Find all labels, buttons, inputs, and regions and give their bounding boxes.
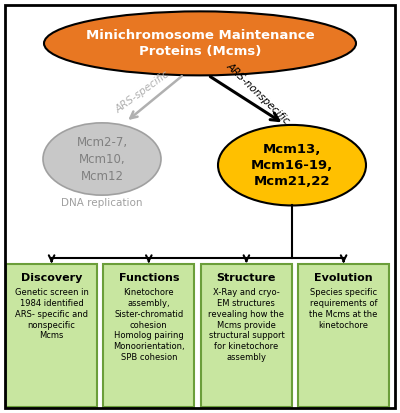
Text: Structure: Structure bbox=[217, 273, 276, 283]
FancyBboxPatch shape bbox=[298, 264, 389, 407]
Ellipse shape bbox=[218, 125, 366, 206]
FancyBboxPatch shape bbox=[201, 264, 292, 407]
Text: Minichromosome Maintenance
Proteins (Mcms): Minichromosome Maintenance Proteins (Mcm… bbox=[86, 29, 314, 58]
Text: ARS-nonspecific: ARS-nonspecific bbox=[224, 61, 292, 126]
Ellipse shape bbox=[43, 123, 161, 195]
Ellipse shape bbox=[44, 11, 356, 75]
FancyBboxPatch shape bbox=[6, 264, 97, 407]
Text: DNA replication: DNA replication bbox=[61, 198, 143, 208]
Text: Kinetochore
assembly,
Sister-chromatid
cohesion
Homolog pairing
Monoorientation,: Kinetochore assembly, Sister-chromatid c… bbox=[113, 288, 185, 362]
Text: Discovery: Discovery bbox=[21, 273, 82, 283]
Text: Evolution: Evolution bbox=[314, 273, 373, 283]
Text: Species specific
requirements of
the Mcms at the
kinetochore: Species specific requirements of the Mcm… bbox=[310, 288, 378, 330]
Text: X-Ray and cryo-
EM structures
revealing how the
Mcms provide
structural support
: X-Ray and cryo- EM structures revealing … bbox=[208, 288, 284, 362]
FancyBboxPatch shape bbox=[103, 264, 194, 407]
Text: Mcm13,
Mcm16-19,
Mcm21,22: Mcm13, Mcm16-19, Mcm21,22 bbox=[251, 143, 333, 188]
Text: Mcm2-7,
Mcm10,
Mcm12: Mcm2-7, Mcm10, Mcm12 bbox=[76, 135, 128, 183]
Text: ARS-specific: ARS-specific bbox=[113, 69, 171, 114]
Text: Genetic screen in
1984 identified
ARS- specific and
nonspecific
Mcms: Genetic screen in 1984 identified ARS- s… bbox=[15, 288, 88, 340]
Text: Functions: Functions bbox=[118, 273, 179, 283]
